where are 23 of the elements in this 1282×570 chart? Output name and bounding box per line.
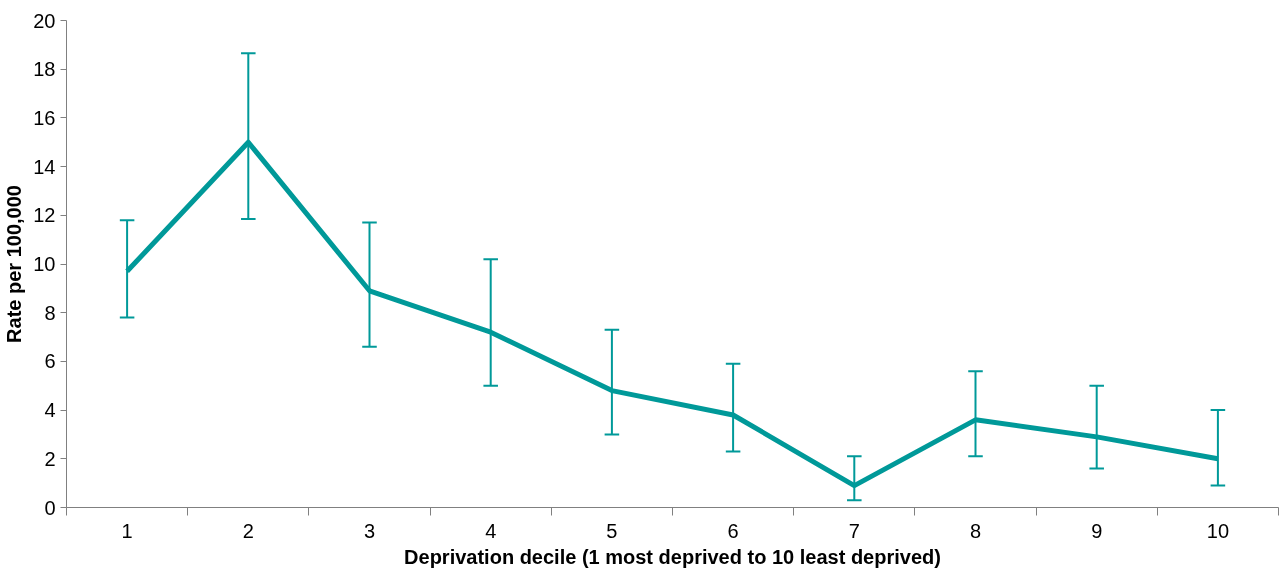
x-tick-label: 4 xyxy=(485,519,497,542)
y-tick-label: 14 xyxy=(33,155,56,178)
x-tick-label: 6 xyxy=(727,519,739,542)
y-tick-label: 10 xyxy=(33,253,56,275)
x-tick-label: 2 xyxy=(242,519,254,542)
x-tick-label: 8 xyxy=(969,519,982,542)
y-tick-label: 8 xyxy=(44,301,56,324)
y-tick-label: 20 xyxy=(33,9,56,32)
x-tick-label: 3 xyxy=(363,519,376,542)
y-tick-label: 0 xyxy=(44,496,56,519)
y-tick-label: 18 xyxy=(33,58,56,81)
x-axis-title: Deprivation decile (1 most deprived to 10 least deprived) xyxy=(404,545,941,568)
y-tick-label: 12 xyxy=(33,204,56,227)
y-tick-label: 16 xyxy=(33,106,56,129)
y-tick-label: 4 xyxy=(44,399,56,422)
x-tick-label: 7 xyxy=(848,519,860,542)
y-axis-title: Rate per 100,000 xyxy=(3,185,26,343)
x-tick-label: 10 xyxy=(1206,519,1230,542)
y-tick-label: 6 xyxy=(44,350,56,373)
y-tick-label: 2 xyxy=(44,447,56,470)
x-tick-label: 5 xyxy=(606,519,618,542)
x-tick-label: 1 xyxy=(121,519,133,542)
x-tick-label: 9 xyxy=(1091,519,1103,542)
